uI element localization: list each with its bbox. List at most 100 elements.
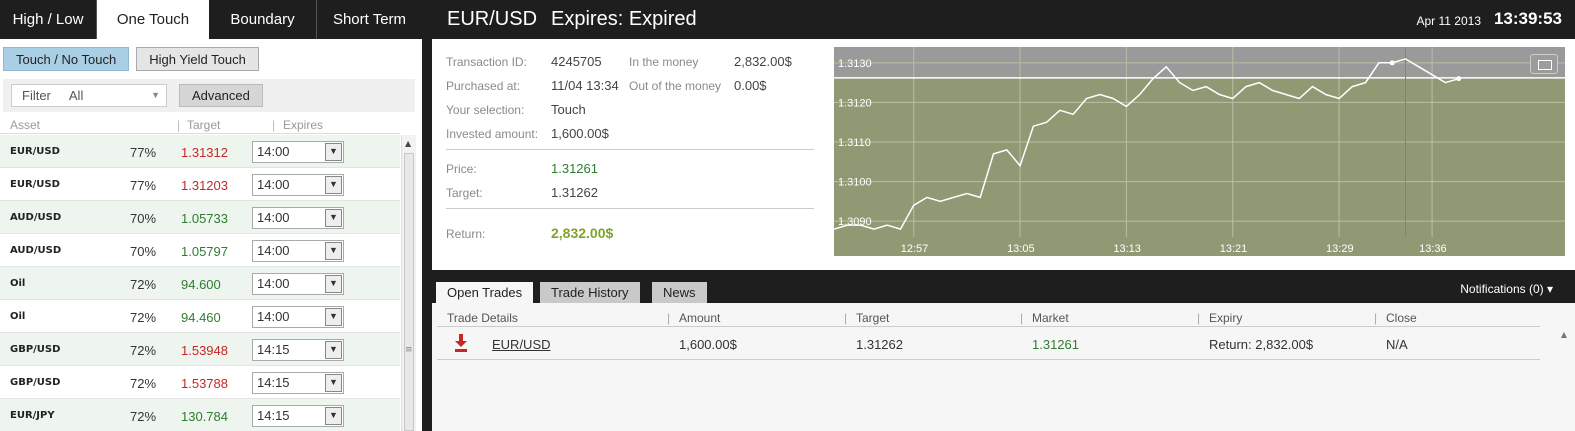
grip-icon: ≡ [405, 345, 413, 355]
notifications-menu[interactable]: Notifications (0) ▾ [1460, 282, 1553, 296]
advanced-button[interactable]: Advanced [179, 84, 263, 107]
col-target: Target [187, 118, 221, 132]
asset-name: GBP/USD [10, 377, 61, 388]
col-separator: | [667, 311, 671, 325]
header-date: Apr 11 2013 [1416, 14, 1482, 28]
asset-name: EUR/USD [10, 146, 60, 157]
tab-short-term[interactable]: Short Term [332, 11, 407, 28]
target-price: 1.05733 [181, 211, 228, 226]
chevron-down-icon[interactable]: ▼ [325, 143, 342, 161]
tab-boundary[interactable]: Boundary [209, 0, 317, 39]
scroll-up-icon[interactable]: ▲ [405, 139, 412, 148]
payout-percent: 70% [130, 244, 157, 259]
price-series-line [834, 58, 1459, 230]
expiry-value: 14:00 [257, 276, 290, 291]
chevron-down-icon[interactable]: ▼ [325, 209, 342, 227]
trades-table-header: Trade Details | Amount | Target | Market… [437, 309, 1540, 327]
asset-name: AUD/USD [10, 245, 62, 256]
chevron-down-icon: ▾ [1546, 282, 1553, 296]
expiry-status: Expires: Expired [551, 8, 697, 30]
expiry-select[interactable]: 14:00 ▼ [252, 207, 344, 229]
trade-expiry: Return: 2,832.00$ [1209, 337, 1314, 352]
list-item[interactable]: AUD/USD 70% 1.05733 14:00 ▼ [0, 201, 400, 234]
last-price-point [1456, 76, 1462, 82]
expiry-select[interactable]: 14:00 ▼ [252, 306, 344, 328]
chevron-down-icon[interactable]: ▼ [325, 275, 342, 293]
list-item[interactable]: EUR/JPY 72% 130.784 14:15 ▼ [0, 399, 400, 431]
target-price: 94.600 [181, 277, 221, 292]
price-chart[interactable]: 12:57 13:05 13:13 13:21 13:29 13:36 1.3130 1.31… [834, 47, 1565, 256]
col-separator: | [1020, 311, 1024, 325]
target-price: 130.784 [181, 409, 228, 424]
trades-panel: Open Trades Trade History News Notificat… [432, 278, 1575, 431]
y-tick-label: 1.3110 [838, 137, 871, 149]
tab-open-trades[interactable]: Open Trades [436, 282, 534, 303]
payout-percent: 72% [130, 409, 157, 424]
expand-chart-icon[interactable] [1530, 54, 1558, 74]
trades-tabs: Open Trades Trade History News Notificat… [432, 278, 1575, 303]
purchased-value: 11/04 13:34 [551, 78, 619, 93]
below-target-area [834, 77, 1565, 256]
target-price: 1.05797 [181, 244, 228, 259]
list-item[interactable]: EUR/USD 77% 1.31312 14:00 ▼ [0, 135, 400, 168]
subtab-high-yield-touch[interactable]: High Yield Touch [136, 47, 259, 71]
tab-trade-history[interactable]: Trade History [540, 282, 640, 303]
x-tick-label: 13:36 [1419, 243, 1447, 255]
subtab-touch-no-touch[interactable]: Touch / No Touch [3, 47, 130, 71]
expiry-value: 14:00 [257, 144, 290, 159]
in-money-value: 2,832.00$ [734, 54, 792, 69]
tab-news[interactable]: News [652, 282, 707, 303]
expiry-select[interactable]: 14:00 ▼ [252, 141, 344, 163]
asset-name: EUR/JPY [10, 410, 55, 421]
payout-percent: 77% [130, 178, 157, 193]
scroll-up-icon[interactable]: ▲ [1560, 330, 1567, 339]
payout-percent: 72% [130, 310, 157, 325]
chevron-down-icon[interactable]: ▼ [325, 341, 342, 359]
expiry-select[interactable]: 14:15 ▼ [252, 339, 344, 361]
price-value: 1.31261 [551, 161, 598, 176]
tab-one-touch[interactable]: One Touch [97, 0, 209, 39]
list-item[interactable]: AUD/USD 70% 1.05797 14:00 ▼ [0, 234, 400, 267]
col-close: Close [1386, 311, 1417, 325]
target-value: 1.31262 [551, 185, 598, 200]
filter-select[interactable]: Filter All ▼ [11, 84, 167, 107]
target-label: Target: [446, 186, 483, 200]
payout-percent: 72% [130, 376, 157, 391]
expiry-select[interactable]: 14:00 ▼ [252, 240, 344, 262]
asset-name: GBP/USD [10, 344, 61, 355]
option-type-tabs: High / Low One Touch Boundary Short Term [0, 0, 422, 39]
trade-header: EUR/USD Expires: Expired Apr 11 2013 13:3… [432, 0, 1575, 39]
details-divider [446, 208, 814, 209]
chevron-down-icon[interactable]: ▼ [325, 242, 342, 260]
scroll-thumb[interactable] [404, 153, 414, 431]
chevron-down-icon[interactable]: ▼ [325, 176, 342, 194]
list-item[interactable]: Oil 72% 94.600 14:00 ▼ [0, 267, 400, 300]
chevron-down-icon[interactable]: ▼ [325, 308, 342, 326]
expiry-select[interactable]: 14:00 ▼ [252, 174, 344, 196]
expiry-select[interactable]: 14:15 ▼ [252, 405, 344, 427]
chevron-down-icon[interactable]: ▼ [325, 374, 342, 392]
asset-list-scrollbar[interactable]: ▲ ≡ [401, 135, 416, 431]
out-money-label: Out of the money [629, 79, 722, 93]
expiry-select[interactable]: 14:15 ▼ [252, 372, 344, 394]
payout-percent: 70% [130, 211, 157, 226]
col-amount: Amount [679, 311, 721, 325]
price-chart-svg: 12:57 13:05 13:13 13:21 13:29 13:36 1.3130 1.31… [834, 47, 1565, 256]
expiry-value: 14:15 [257, 342, 290, 357]
list-item[interactable]: Oil 72% 94.460 14:00 ▼ [0, 300, 400, 333]
list-item[interactable]: GBP/USD 72% 1.53948 14:15 ▼ [0, 333, 400, 366]
target-price: 1.53788 [181, 376, 228, 391]
trade-asset-link[interactable]: EUR/USD [492, 337, 551, 352]
chevron-down-icon: ▼ [151, 90, 160, 100]
col-separator: | [844, 311, 848, 325]
x-tick-label: 12:57 [901, 243, 929, 255]
list-item[interactable]: EUR/USD 77% 1.31203 14:00 ▼ [0, 168, 400, 201]
table-row[interactable]: EUR/USD 1,600.00$ 1.31262 1.31261 Return… [437, 328, 1540, 360]
expiry-select[interactable]: 14:00 ▼ [252, 273, 344, 295]
chevron-down-icon[interactable]: ▼ [325, 407, 342, 425]
trade-amount: 1,600.00$ [679, 337, 737, 352]
asset-name: Oil [10, 278, 26, 289]
list-item[interactable]: GBP/USD 72% 1.53788 14:15 ▼ [0, 366, 400, 399]
tab-high-low[interactable]: High / Low [0, 0, 97, 39]
